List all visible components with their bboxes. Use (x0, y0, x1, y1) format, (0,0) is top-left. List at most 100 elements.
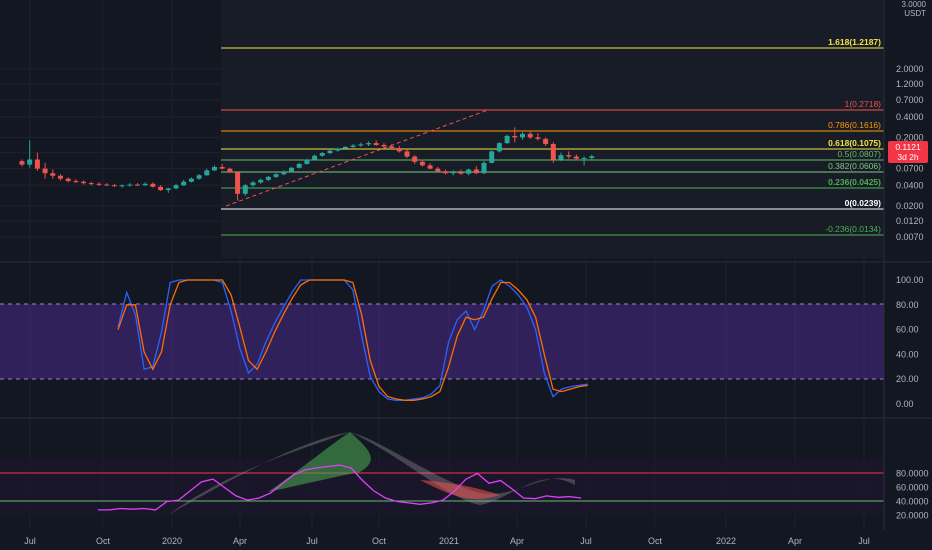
time-tick-label: Oct (648, 536, 663, 546)
candle-body (481, 162, 487, 174)
bar-countdown: 3d 2h (897, 152, 919, 162)
candle-body (127, 184, 133, 186)
candle-body (573, 156, 579, 159)
candle-body (73, 181, 79, 183)
candle-body (65, 178, 71, 182)
time-tick-label: 2021 (439, 536, 459, 546)
candle-body (219, 166, 225, 169)
stochastic-rsi-pane (117, 279, 588, 401)
candle-body (342, 146, 348, 149)
candle-body (366, 143, 371, 145)
candle-body (589, 156, 595, 158)
candle-body (466, 169, 472, 174)
candle-body (404, 151, 410, 157)
rsi-cloud-bear (420, 480, 500, 500)
fib-level-label: 0.786(0.1616) (828, 120, 881, 130)
price-tick-label: 0.4000 (896, 112, 924, 122)
candle-body (258, 179, 264, 183)
candle-body (319, 153, 325, 156)
price-tick-label: 0.0700 (896, 164, 924, 174)
candle-body (312, 155, 318, 160)
candle-body (435, 168, 441, 172)
time-tick-label: Apr (510, 536, 524, 546)
candle-body (419, 161, 425, 166)
time-tick-label: Oct (96, 536, 111, 546)
price-tick-label: 0.0200 (896, 201, 924, 211)
candle-body (504, 135, 510, 144)
candle-body (550, 144, 556, 160)
candle-body (335, 148, 341, 151)
candle-body (489, 151, 495, 163)
candle-body (19, 161, 25, 165)
candle-body (581, 158, 587, 159)
candle-body (242, 185, 248, 194)
fib-level-label: 0.382(0.0606) (828, 161, 881, 171)
candlestick-series (19, 127, 595, 201)
candle-body (135, 184, 140, 186)
time-tick-label: Jul (858, 536, 870, 546)
fib-trend-line[interactable] (225, 109, 489, 207)
candle-body (150, 183, 156, 187)
time-tick-label: Apr (788, 536, 802, 546)
candle-body (281, 171, 287, 175)
candle-body (42, 168, 48, 174)
candle-body (558, 155, 564, 160)
candle-body (273, 174, 279, 177)
candle-body (204, 170, 210, 176)
time-tick-label: 2020 (162, 536, 182, 546)
candle-body (535, 137, 541, 139)
candle-body (396, 147, 402, 152)
fib-level-label: 0(0.0239) (845, 198, 882, 208)
stoch-tick-label: 100.00 (896, 275, 924, 285)
time-tick-label: 2022 (716, 536, 736, 546)
rsi-tick-label: 60.0000 (896, 483, 929, 493)
price-tick-label: 0.7000 (896, 95, 924, 105)
stoch-tick-label: 60.00 (896, 325, 919, 335)
fib-level-label: 1(0.2718) (845, 99, 882, 109)
time-tick-label: Jul (24, 536, 36, 546)
price-axis-unit: 3.0000 USDT (902, 0, 926, 18)
rsi-cloud-bull (268, 432, 371, 492)
candle-body (381, 144, 387, 147)
candle-body (104, 184, 110, 186)
stoch-tick-label: 20.00 (896, 374, 919, 384)
current-price-value: 0.1121 (895, 142, 921, 152)
candle-body (543, 138, 549, 145)
stoch-band (0, 304, 884, 379)
rsi-pane (98, 432, 582, 515)
candle-body (358, 144, 364, 146)
candle-body (165, 188, 171, 191)
candle-body (520, 133, 525, 138)
candle-body (188, 178, 194, 182)
candle-body (450, 172, 456, 174)
candle-body (88, 183, 94, 185)
candle-body (142, 183, 148, 186)
candle-body (81, 181, 87, 184)
fib-level-label: 0.618(0.1075) (828, 138, 881, 148)
candle-body (373, 143, 379, 145)
rsi-tick-label: 80.0000 (896, 469, 929, 479)
candle-body (389, 146, 395, 148)
price-tick-label: 0.2000 (896, 132, 924, 142)
price-tick-label: 0.0400 (896, 180, 924, 190)
candle-body (289, 167, 294, 172)
candle-body (27, 159, 33, 165)
candle-body (111, 185, 117, 187)
time-tick-label: Apr (233, 536, 247, 546)
candle-body (196, 175, 202, 179)
fib-level-label: 0.5(0.0807) (838, 149, 882, 159)
price-axis-unit-currency: USDT (904, 9, 926, 18)
candle-body (212, 166, 217, 171)
candle-body (235, 172, 241, 194)
candle-body (350, 145, 356, 147)
candle-body (50, 173, 56, 176)
candle-body (265, 176, 271, 180)
fibonacci-retracement[interactable]: 1.618(1.2187) 1(0.2718) 0.786(0.1616) 0.618… (221, 37, 884, 236)
candle-body (181, 181, 187, 186)
fib-level-label: 0.236(0.0425) (828, 177, 881, 187)
price-tick-label: 0.0070 (896, 232, 924, 242)
candle-body (496, 143, 502, 152)
fib-level-label: 1.618(1.2187) (828, 37, 881, 47)
